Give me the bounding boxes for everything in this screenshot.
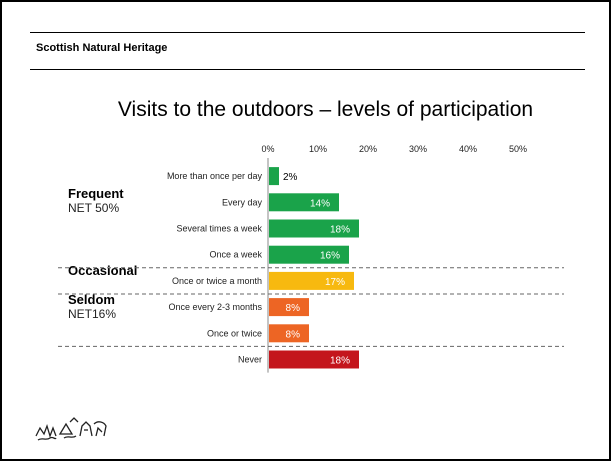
category-label: Once or twice [207, 328, 262, 338]
group-seldom-label: Seldom [68, 292, 115, 307]
bar-value-label: 2% [283, 172, 298, 183]
category-label: Every day [222, 197, 263, 207]
category-label: Never [238, 355, 262, 365]
category-label: Once a week [209, 250, 262, 260]
category-label: Once every 2-3 months [168, 302, 262, 312]
bar [269, 193, 339, 212]
bar [269, 245, 349, 264]
group-occasional-label: Occasional [68, 263, 138, 278]
x-tick-label: 10% [309, 144, 327, 154]
bar-value-label: 8% [286, 303, 301, 314]
bar [269, 324, 309, 343]
category-label: Several times a week [176, 224, 262, 234]
group-frequent-label: Frequent [68, 186, 124, 201]
bar [269, 350, 359, 369]
snh-logo-icon [35, 417, 107, 441]
x-tick-label: 20% [359, 144, 377, 154]
header-rule-top [30, 32, 585, 33]
bar-value-label: 18% [330, 356, 350, 367]
x-tick-label: 30% [409, 144, 427, 154]
header-rule-bottom [30, 69, 585, 70]
group-frequent-net: NET 50% [68, 201, 120, 215]
organization-name: Scottish Natural Heritage [36, 42, 168, 54]
x-tick-label: 50% [509, 144, 527, 154]
group-seldom-net: NET16% [68, 307, 117, 321]
bar-value-label: 16% [320, 251, 340, 262]
category-label: More than once per day [167, 171, 263, 181]
bar [269, 167, 279, 186]
bar-value-label: 18% [330, 225, 350, 236]
x-tick-label: 40% [459, 144, 477, 154]
bar-value-label: 14% [310, 198, 330, 209]
bar [269, 219, 359, 238]
bar [269, 298, 309, 317]
bar [269, 271, 354, 290]
bar-value-label: 8% [286, 329, 301, 340]
chart-title: Visits to the outdoors – levels of parti… [117, 98, 534, 121]
bar-value-label: 17% [325, 277, 345, 288]
category-label: Once or twice a month [172, 276, 262, 286]
x-tick-label: 0% [261, 144, 274, 154]
